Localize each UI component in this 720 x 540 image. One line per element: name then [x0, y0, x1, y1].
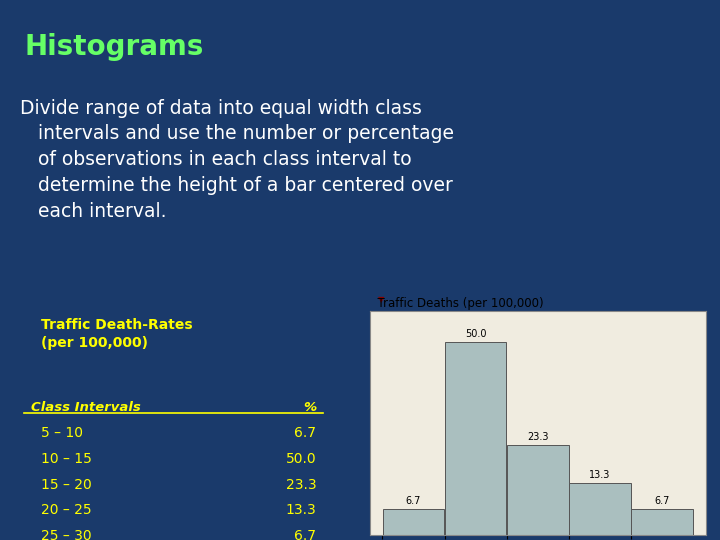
Text: 6.7: 6.7 [654, 496, 670, 506]
Text: Traffic Deaths (per 100,000): Traffic Deaths (per 100,000) [370, 297, 544, 310]
Text: 6.7: 6.7 [294, 426, 316, 440]
Bar [631, 509, 693, 535]
Text: 50.0: 50.0 [465, 329, 487, 339]
Text: 13.3: 13.3 [286, 503, 316, 517]
Text: 20 – 25: 20 – 25 [41, 503, 92, 517]
Bar [570, 483, 631, 535]
Bar [507, 445, 569, 535]
Text: 6.7: 6.7 [294, 529, 316, 540]
Text: ▼: ▼ [379, 295, 385, 304]
Text: 6.7: 6.7 [406, 496, 421, 506]
Text: 15 – 20: 15 – 20 [41, 478, 92, 491]
Text: 10 – 15: 10 – 15 [41, 452, 92, 466]
Text: Histograms: Histograms [24, 33, 204, 62]
Text: %: % [303, 401, 316, 414]
Text: 5 – 10: 5 – 10 [41, 426, 84, 440]
Bar [445, 342, 506, 535]
Bar [383, 509, 444, 535]
Text: Traffic Death-Rates
(per 100,000): Traffic Death-Rates (per 100,000) [41, 318, 193, 350]
Text: 50.0: 50.0 [286, 452, 316, 466]
Text: 13.3: 13.3 [589, 470, 611, 480]
Text: 25 – 30: 25 – 30 [41, 529, 92, 540]
Text: Class Intervals: Class Intervals [31, 401, 141, 414]
Text: 23.3: 23.3 [286, 478, 316, 491]
Text: 23.3: 23.3 [527, 432, 549, 442]
Text: Divide range of data into equal width class
   intervals and use the number or p: Divide range of data into equal width cl… [20, 99, 454, 220]
